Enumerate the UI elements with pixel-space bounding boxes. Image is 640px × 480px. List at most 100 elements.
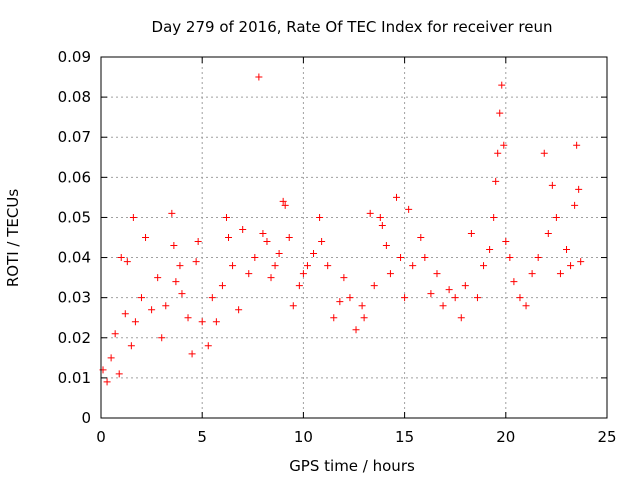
grid-layer	[101, 57, 607, 418]
data-point	[188, 350, 196, 358]
data-point	[516, 294, 524, 302]
data-point	[336, 298, 344, 306]
chart-title: Day 279 of 2016, Rate Of TEC Index for r…	[152, 18, 553, 36]
data-point	[358, 302, 366, 310]
y-tick-label: 0.04	[58, 249, 91, 267]
data-point	[540, 149, 548, 157]
data-point	[397, 254, 405, 262]
data-point	[318, 238, 326, 246]
x-tick-label: 15	[395, 428, 414, 446]
data-point	[121, 310, 129, 318]
data-point	[427, 290, 435, 298]
data-point	[502, 238, 510, 246]
data-point	[162, 302, 170, 310]
data-point	[421, 254, 429, 262]
data-point	[340, 274, 348, 282]
data-point	[417, 234, 425, 241]
data-point	[123, 258, 131, 266]
data-point	[457, 314, 465, 322]
y-tick-label: 0.05	[58, 208, 91, 226]
data-point	[316, 213, 324, 221]
data-point	[330, 314, 338, 322]
data-point	[461, 282, 469, 290]
data-point	[486, 246, 494, 254]
x-tick-label: 0	[96, 428, 106, 446]
y-tick-label: 0.09	[58, 48, 91, 66]
data-point	[386, 270, 394, 278]
data-point	[376, 213, 384, 221]
data-point	[571, 201, 579, 209]
data-point	[222, 213, 230, 221]
y-tick-label: 0.08	[58, 88, 91, 106]
data-point	[498, 81, 506, 89]
data-point	[172, 278, 180, 286]
data-point	[310, 250, 318, 258]
data-point	[225, 234, 233, 241]
data-point	[405, 205, 413, 213]
data-point	[263, 238, 271, 246]
data-points	[99, 73, 585, 386]
data-point	[245, 270, 253, 278]
x-axis-title: GPS time / hours	[289, 457, 415, 475]
data-point	[500, 141, 508, 149]
data-point	[107, 354, 115, 362]
y-tick-label: 0.07	[58, 128, 91, 146]
data-point	[198, 318, 206, 326]
x-tick-label: 25	[597, 428, 616, 446]
x-tick-label: 10	[294, 428, 313, 446]
data-point	[194, 238, 202, 246]
data-point	[127, 342, 135, 350]
data-point	[378, 221, 386, 229]
data-point	[142, 234, 150, 241]
data-point	[451, 294, 459, 302]
data-point	[281, 201, 289, 209]
data-point	[168, 209, 176, 217]
data-point	[480, 262, 488, 270]
x-tick-label: 5	[197, 428, 207, 446]
x-tick-label: 20	[496, 428, 515, 446]
data-point	[154, 274, 162, 282]
y-tick-label: 0.02	[58, 329, 91, 347]
data-point	[303, 262, 311, 270]
data-point	[494, 149, 502, 157]
data-point	[148, 306, 156, 314]
data-point	[279, 197, 287, 205]
data-point	[552, 213, 560, 221]
data-point	[522, 302, 530, 310]
data-point	[192, 258, 200, 266]
data-point	[563, 246, 571, 254]
data-point	[548, 181, 556, 189]
data-point	[299, 270, 307, 278]
data-point	[393, 193, 401, 201]
data-point	[433, 270, 441, 278]
data-point	[212, 318, 220, 326]
data-point	[158, 334, 166, 342]
data-point	[251, 254, 259, 262]
y-axis-title: ROTI / TECUs	[4, 189, 22, 287]
data-point	[267, 274, 275, 282]
data-point	[208, 294, 216, 302]
data-point	[204, 342, 212, 350]
data-point	[178, 290, 186, 298]
data-point	[289, 302, 297, 310]
y-tick-label: 0	[81, 409, 91, 427]
data-point	[506, 254, 514, 262]
data-point	[235, 306, 243, 314]
data-point	[544, 229, 552, 237]
data-point	[370, 282, 378, 290]
data-point	[510, 278, 518, 286]
data-point	[117, 254, 125, 262]
data-point	[239, 225, 247, 233]
data-point	[170, 242, 178, 250]
data-point	[409, 262, 417, 270]
data-point	[382, 242, 390, 250]
data-point	[259, 229, 267, 237]
data-point	[445, 286, 453, 294]
data-point	[575, 185, 583, 193]
data-point	[401, 294, 409, 302]
data-point	[324, 262, 332, 270]
axis-ticks: 0 0.01 0.02 0.03 0.04 0.05 0.06 0.07 0.08 0.09 0 5 1…	[58, 48, 617, 446]
data-point	[275, 250, 283, 258]
data-point	[352, 326, 360, 334]
